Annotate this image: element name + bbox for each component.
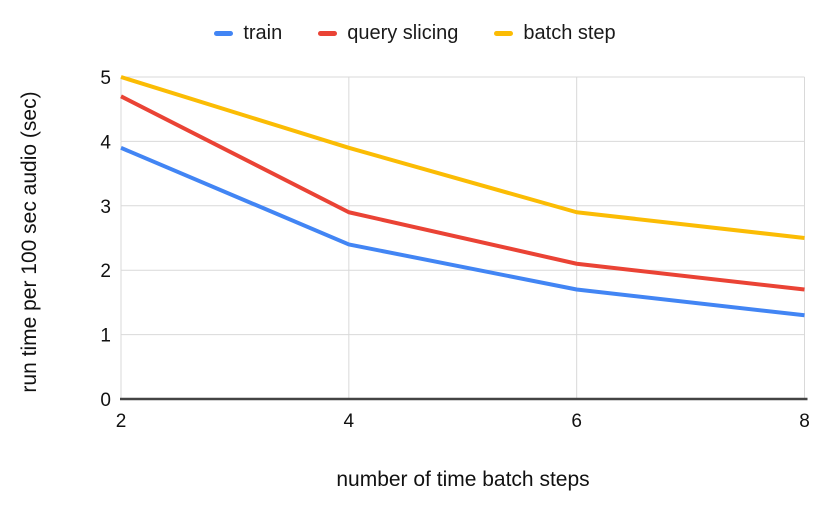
legend-swatch-train-icon <box>214 30 234 36</box>
y-tick-label: 5 <box>100 68 111 89</box>
legend-label-query-slicing: query slicing <box>347 22 459 44</box>
series-line-train <box>120 145 805 318</box>
legend-item-batch-step: batch step <box>494 20 616 46</box>
legend-item-train: train <box>214 20 282 46</box>
x-tick-label: 2 <box>116 411 127 432</box>
x-tick-label: 8 <box>799 411 810 432</box>
x-tick-label: 6 <box>571 411 582 432</box>
legend-item-query-slicing: query slicing <box>318 20 458 46</box>
x-axis-title: number of time batch steps <box>336 468 590 491</box>
y-tick-label: 4 <box>100 132 111 153</box>
legend-label-train: train <box>243 22 283 44</box>
y-tick-label: 0 <box>100 390 111 411</box>
legend-swatch-batch-step-icon <box>494 30 514 36</box>
chart-legend: train query slicing batch step <box>0 20 830 46</box>
series-line-batch-step <box>120 75 805 240</box>
y-tick-label: 2 <box>100 261 111 282</box>
legend-swatch-query-slicing-icon <box>318 30 338 36</box>
x-tick-label: 4 <box>344 411 355 432</box>
series-line-query-slicing <box>120 94 805 292</box>
y-tick-label: 1 <box>100 326 111 347</box>
legend-label-batch-step: batch step <box>523 22 616 44</box>
y-tick-label: 3 <box>100 197 111 218</box>
